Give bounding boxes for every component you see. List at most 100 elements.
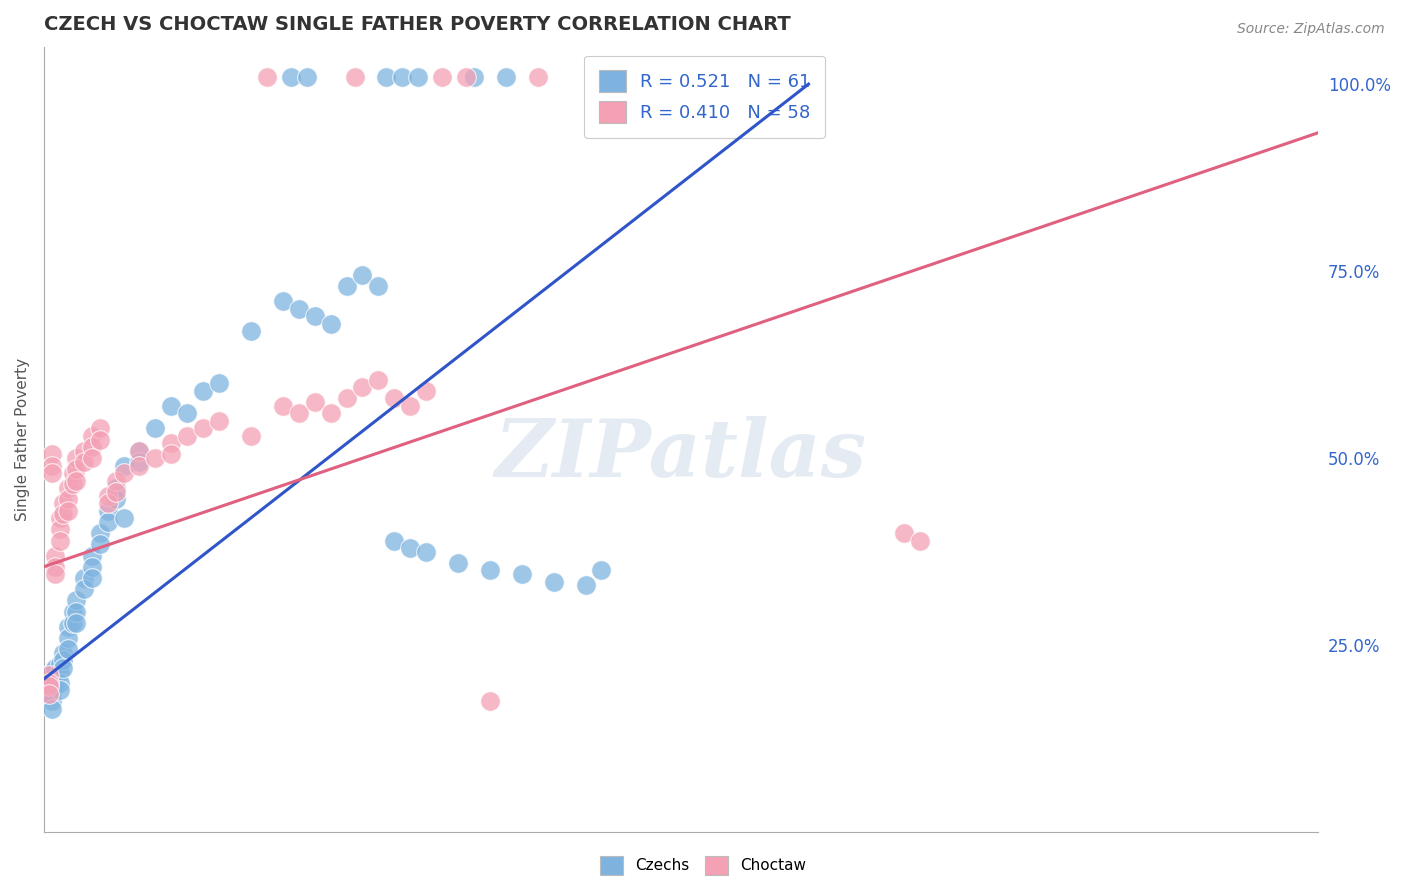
Point xyxy=(41,702,63,716)
Point xyxy=(62,605,84,619)
Point xyxy=(49,683,72,698)
Point xyxy=(415,384,437,398)
Point xyxy=(44,680,66,694)
Point xyxy=(80,451,103,466)
Point xyxy=(44,672,66,686)
Point xyxy=(80,440,103,454)
Text: CZECH VS CHOCTAW SINGLE FATHER POVERTY CORRELATION CHART: CZECH VS CHOCTAW SINGLE FATHER POVERTY C… xyxy=(44,15,790,34)
Point xyxy=(89,421,111,435)
Point xyxy=(112,511,135,525)
Point xyxy=(280,70,302,84)
Point xyxy=(62,477,84,491)
Point xyxy=(49,511,72,525)
Point xyxy=(41,448,63,462)
Point xyxy=(208,376,231,391)
Point xyxy=(41,680,63,694)
Point xyxy=(335,392,357,406)
Point xyxy=(65,593,87,607)
Point xyxy=(208,414,231,428)
Point xyxy=(89,433,111,447)
Point xyxy=(240,429,263,443)
Point xyxy=(240,324,263,338)
Point xyxy=(104,492,127,507)
Point xyxy=(382,533,405,548)
Point xyxy=(543,574,565,589)
Point xyxy=(908,533,931,548)
Point xyxy=(495,70,517,84)
Point xyxy=(176,406,198,420)
Text: ZIPatlas: ZIPatlas xyxy=(495,417,868,494)
Point xyxy=(80,559,103,574)
Point xyxy=(89,537,111,551)
Point xyxy=(52,496,75,510)
Point xyxy=(478,564,501,578)
Point xyxy=(352,380,374,394)
Point xyxy=(62,615,84,630)
Point xyxy=(160,436,183,450)
Point xyxy=(65,462,87,476)
Point xyxy=(49,657,72,671)
Point xyxy=(382,392,405,406)
Point xyxy=(97,515,120,529)
Point xyxy=(271,399,294,413)
Point xyxy=(256,70,278,84)
Point xyxy=(893,526,915,541)
Point xyxy=(38,687,60,701)
Point xyxy=(367,279,389,293)
Point xyxy=(591,564,613,578)
Point xyxy=(97,503,120,517)
Point xyxy=(44,549,66,563)
Point xyxy=(89,526,111,541)
Point xyxy=(56,631,79,645)
Point xyxy=(97,496,120,510)
Point xyxy=(193,384,215,398)
Point xyxy=(304,395,326,409)
Point xyxy=(52,653,75,667)
Point xyxy=(335,279,357,293)
Point xyxy=(49,522,72,536)
Point xyxy=(41,665,63,679)
Point xyxy=(271,294,294,309)
Point xyxy=(160,399,183,413)
Point xyxy=(287,301,309,316)
Point xyxy=(399,541,422,555)
Point xyxy=(56,481,79,495)
Point xyxy=(128,443,150,458)
Point xyxy=(56,642,79,657)
Point xyxy=(97,489,120,503)
Point xyxy=(145,451,167,466)
Point xyxy=(65,474,87,488)
Point xyxy=(193,421,215,435)
Point xyxy=(128,443,150,458)
Point xyxy=(38,675,60,690)
Point xyxy=(41,687,63,701)
Point xyxy=(478,694,501,708)
Text: Source: ZipAtlas.com: Source: ZipAtlas.com xyxy=(1237,22,1385,37)
Point xyxy=(38,668,60,682)
Point xyxy=(73,455,96,469)
Point xyxy=(56,619,79,633)
Point xyxy=(112,467,135,481)
Point xyxy=(80,549,103,563)
Point xyxy=(128,458,150,473)
Point xyxy=(73,571,96,585)
Point xyxy=(104,474,127,488)
Point xyxy=(295,70,318,84)
Point xyxy=(41,458,63,473)
Point xyxy=(49,533,72,548)
Point xyxy=(352,268,374,282)
Point xyxy=(44,661,66,675)
Point xyxy=(104,481,127,495)
Point xyxy=(49,665,72,679)
Point xyxy=(80,429,103,443)
Point xyxy=(463,70,485,84)
Point xyxy=(375,70,398,84)
Point xyxy=(319,317,342,331)
Point xyxy=(145,421,167,435)
Point xyxy=(447,556,470,570)
Point xyxy=(56,503,79,517)
Point xyxy=(65,605,87,619)
Point xyxy=(65,615,87,630)
Point xyxy=(399,399,422,413)
Point xyxy=(73,443,96,458)
